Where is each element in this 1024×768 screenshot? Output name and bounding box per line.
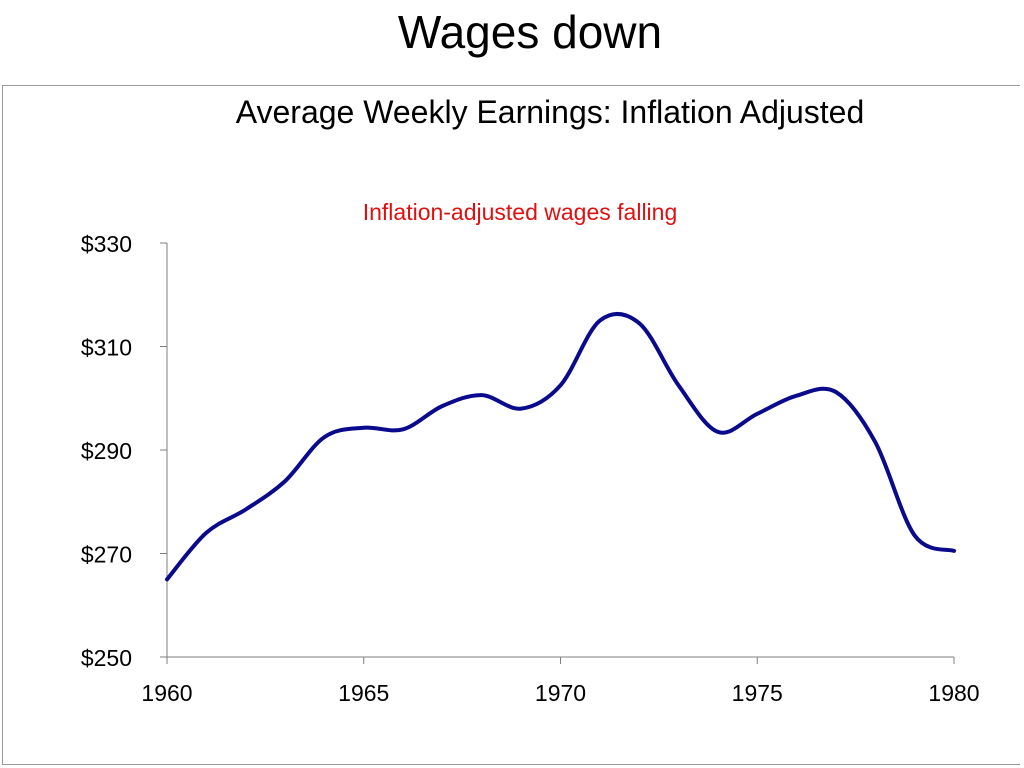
chart-title: Average Weekly Earnings: Inflation Adjus…: [235, 94, 865, 130]
y-tick-label: $270: [81, 542, 132, 568]
y-tick-label: $250: [81, 645, 132, 671]
series-line: [165, 311, 956, 582]
x-tick-label: 1960: [141, 680, 192, 706]
x-tick-label: 1965: [338, 680, 389, 706]
x-tick-label: 1970: [535, 680, 586, 706]
x-tick-label: 1975: [732, 680, 783, 706]
chart-annotation: Inflation-adjusted wages falling: [363, 199, 678, 225]
x-tick-label: 1980: [928, 680, 979, 706]
y-tick-label: $330: [81, 231, 132, 257]
slide-title: Wages down: [397, 6, 663, 58]
axes: $250 $270 $290 $310 $330 1960 1965 1970 1975 1980: [81, 231, 980, 706]
chart-frame: [2, 85, 1020, 765]
plot-area: [165, 311, 956, 582]
y-tick-label: $290: [81, 438, 132, 464]
y-tick-label: $310: [81, 335, 132, 361]
